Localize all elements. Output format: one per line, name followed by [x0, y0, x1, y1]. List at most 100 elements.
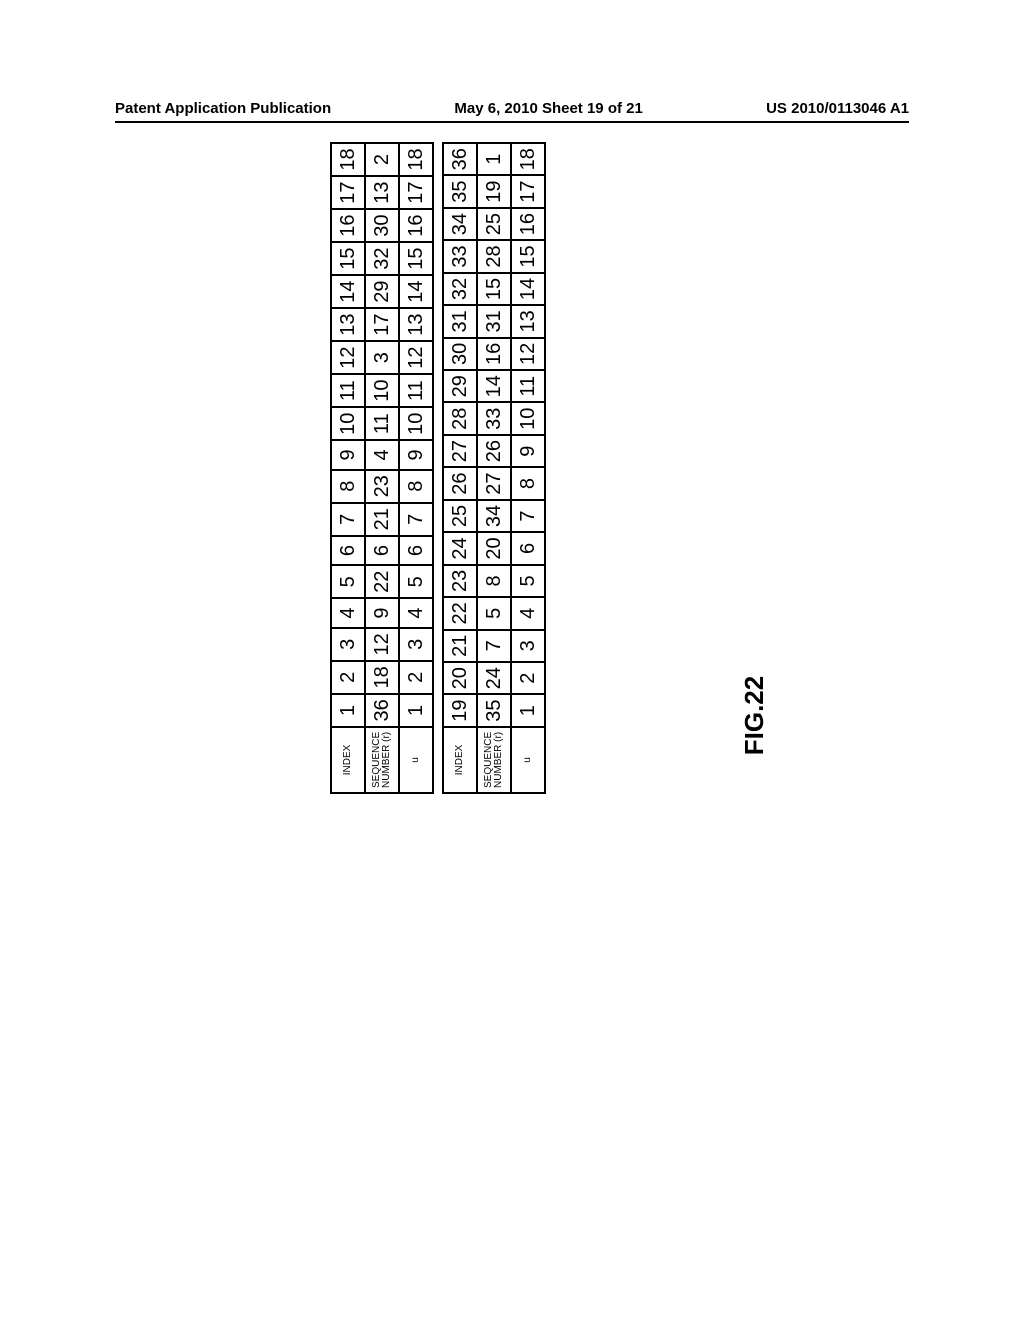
cell: 6 — [331, 536, 365, 566]
cell: 2 — [511, 662, 545, 694]
header-left: Patent Application Publication — [115, 100, 331, 117]
cell: 32 — [443, 273, 477, 305]
cell: 10 — [511, 403, 545, 435]
figure-area: INDEX 1 2 3 4 5 6 7 8 9 10 11 12 13 14 1… — [180, 300, 764, 1040]
cell: 21 — [443, 630, 477, 662]
cell: 7 — [511, 500, 545, 532]
cell: 17 — [511, 175, 545, 207]
cell: 4 — [331, 598, 365, 628]
cell: 5 — [399, 565, 433, 598]
cell: 15 — [399, 242, 433, 275]
cell: 2 — [399, 661, 433, 694]
cell: 4 — [511, 597, 545, 629]
table-right: INDEX 19 20 21 22 23 24 25 26 27 28 29 3… — [442, 142, 546, 794]
cell: 1 — [331, 694, 365, 727]
cell: 4 — [399, 598, 433, 628]
cell: 3 — [511, 630, 545, 662]
cell: 31 — [443, 305, 477, 337]
cell: 10 — [331, 407, 365, 440]
cell: 13 — [511, 305, 545, 337]
cell: 11 — [399, 374, 433, 407]
cell: 31 — [477, 305, 511, 337]
cell: 11 — [365, 407, 399, 440]
cell: 12 — [331, 341, 365, 374]
cell: 33 — [477, 403, 511, 435]
cell: 12 — [365, 628, 399, 661]
header-center: May 6, 2010 Sheet 19 of 21 — [454, 100, 642, 117]
col-header-index: INDEX — [331, 727, 365, 793]
cell: 19 — [443, 694, 477, 726]
cell: 3 — [331, 628, 365, 661]
cell: 27 — [477, 467, 511, 499]
cell: 4 — [365, 440, 399, 470]
cell: 6 — [365, 536, 399, 566]
cell: 5 — [511, 565, 545, 597]
cell: 14 — [511, 273, 545, 305]
cell: 21 — [365, 503, 399, 536]
cell: 15 — [511, 240, 545, 272]
cell: 12 — [511, 338, 545, 370]
col-header-index: INDEX — [443, 727, 477, 793]
cell: 32 — [365, 242, 399, 275]
cell: 2 — [331, 661, 365, 694]
cell: 13 — [399, 308, 433, 341]
col-header-seq: SEQUENCE NUMBER (r) — [365, 727, 399, 793]
cell: 17 — [331, 176, 365, 209]
figure-label: FIG.22 — [739, 676, 770, 755]
cell: 36 — [365, 694, 399, 727]
page-header: Patent Application Publication May 6, 20… — [115, 100, 909, 123]
cell: 3 — [365, 341, 399, 374]
cell: 8 — [331, 470, 365, 503]
cell: 11 — [331, 374, 365, 407]
cell: 18 — [365, 661, 399, 694]
cell: 27 — [443, 435, 477, 467]
rotated-tables: INDEX 1 2 3 4 5 6 7 8 9 10 11 12 13 14 1… — [330, 142, 546, 794]
cell: 22 — [365, 565, 399, 598]
cell: 3 — [399, 628, 433, 661]
cell: 22 — [443, 597, 477, 629]
cell: 17 — [399, 176, 433, 209]
cell: 1 — [399, 694, 433, 727]
cell: 30 — [443, 338, 477, 370]
cell: 16 — [477, 338, 511, 370]
cell: 13 — [331, 308, 365, 341]
cell: 14 — [477, 370, 511, 402]
cell: 30 — [365, 209, 399, 242]
cell: 5 — [477, 597, 511, 629]
cell: 16 — [331, 209, 365, 242]
cell: 18 — [331, 143, 365, 176]
cell: 9 — [331, 440, 365, 470]
cell: 8 — [511, 467, 545, 499]
cell: 16 — [399, 209, 433, 242]
cell: 2 — [365, 143, 399, 176]
cell: 29 — [443, 370, 477, 402]
cell: 10 — [365, 374, 399, 407]
cell: 23 — [443, 565, 477, 597]
cell: 15 — [477, 273, 511, 305]
col-header-u: u — [511, 727, 545, 793]
cell: 33 — [443, 240, 477, 272]
cell: 11 — [511, 370, 545, 402]
cell: 14 — [331, 275, 365, 308]
col-header-u: u — [399, 727, 433, 793]
cell: 6 — [511, 532, 545, 564]
header-right: US 2010/0113046 A1 — [766, 100, 909, 117]
cell: 13 — [365, 176, 399, 209]
cell: 8 — [399, 470, 433, 503]
cell: 23 — [365, 470, 399, 503]
cell: 25 — [443, 500, 477, 532]
cell: 20 — [443, 662, 477, 694]
cell: 10 — [399, 407, 433, 440]
cell: 8 — [477, 565, 511, 597]
cell: 35 — [477, 694, 511, 726]
cell: 34 — [477, 500, 511, 532]
cell: 7 — [399, 503, 433, 536]
cell: 26 — [477, 435, 511, 467]
cell: 7 — [477, 630, 511, 662]
cell: 26 — [443, 467, 477, 499]
cell: 9 — [365, 598, 399, 628]
cell: 25 — [477, 208, 511, 240]
cell: 28 — [477, 240, 511, 272]
cell: 15 — [331, 242, 365, 275]
cell: 36 — [443, 143, 477, 175]
